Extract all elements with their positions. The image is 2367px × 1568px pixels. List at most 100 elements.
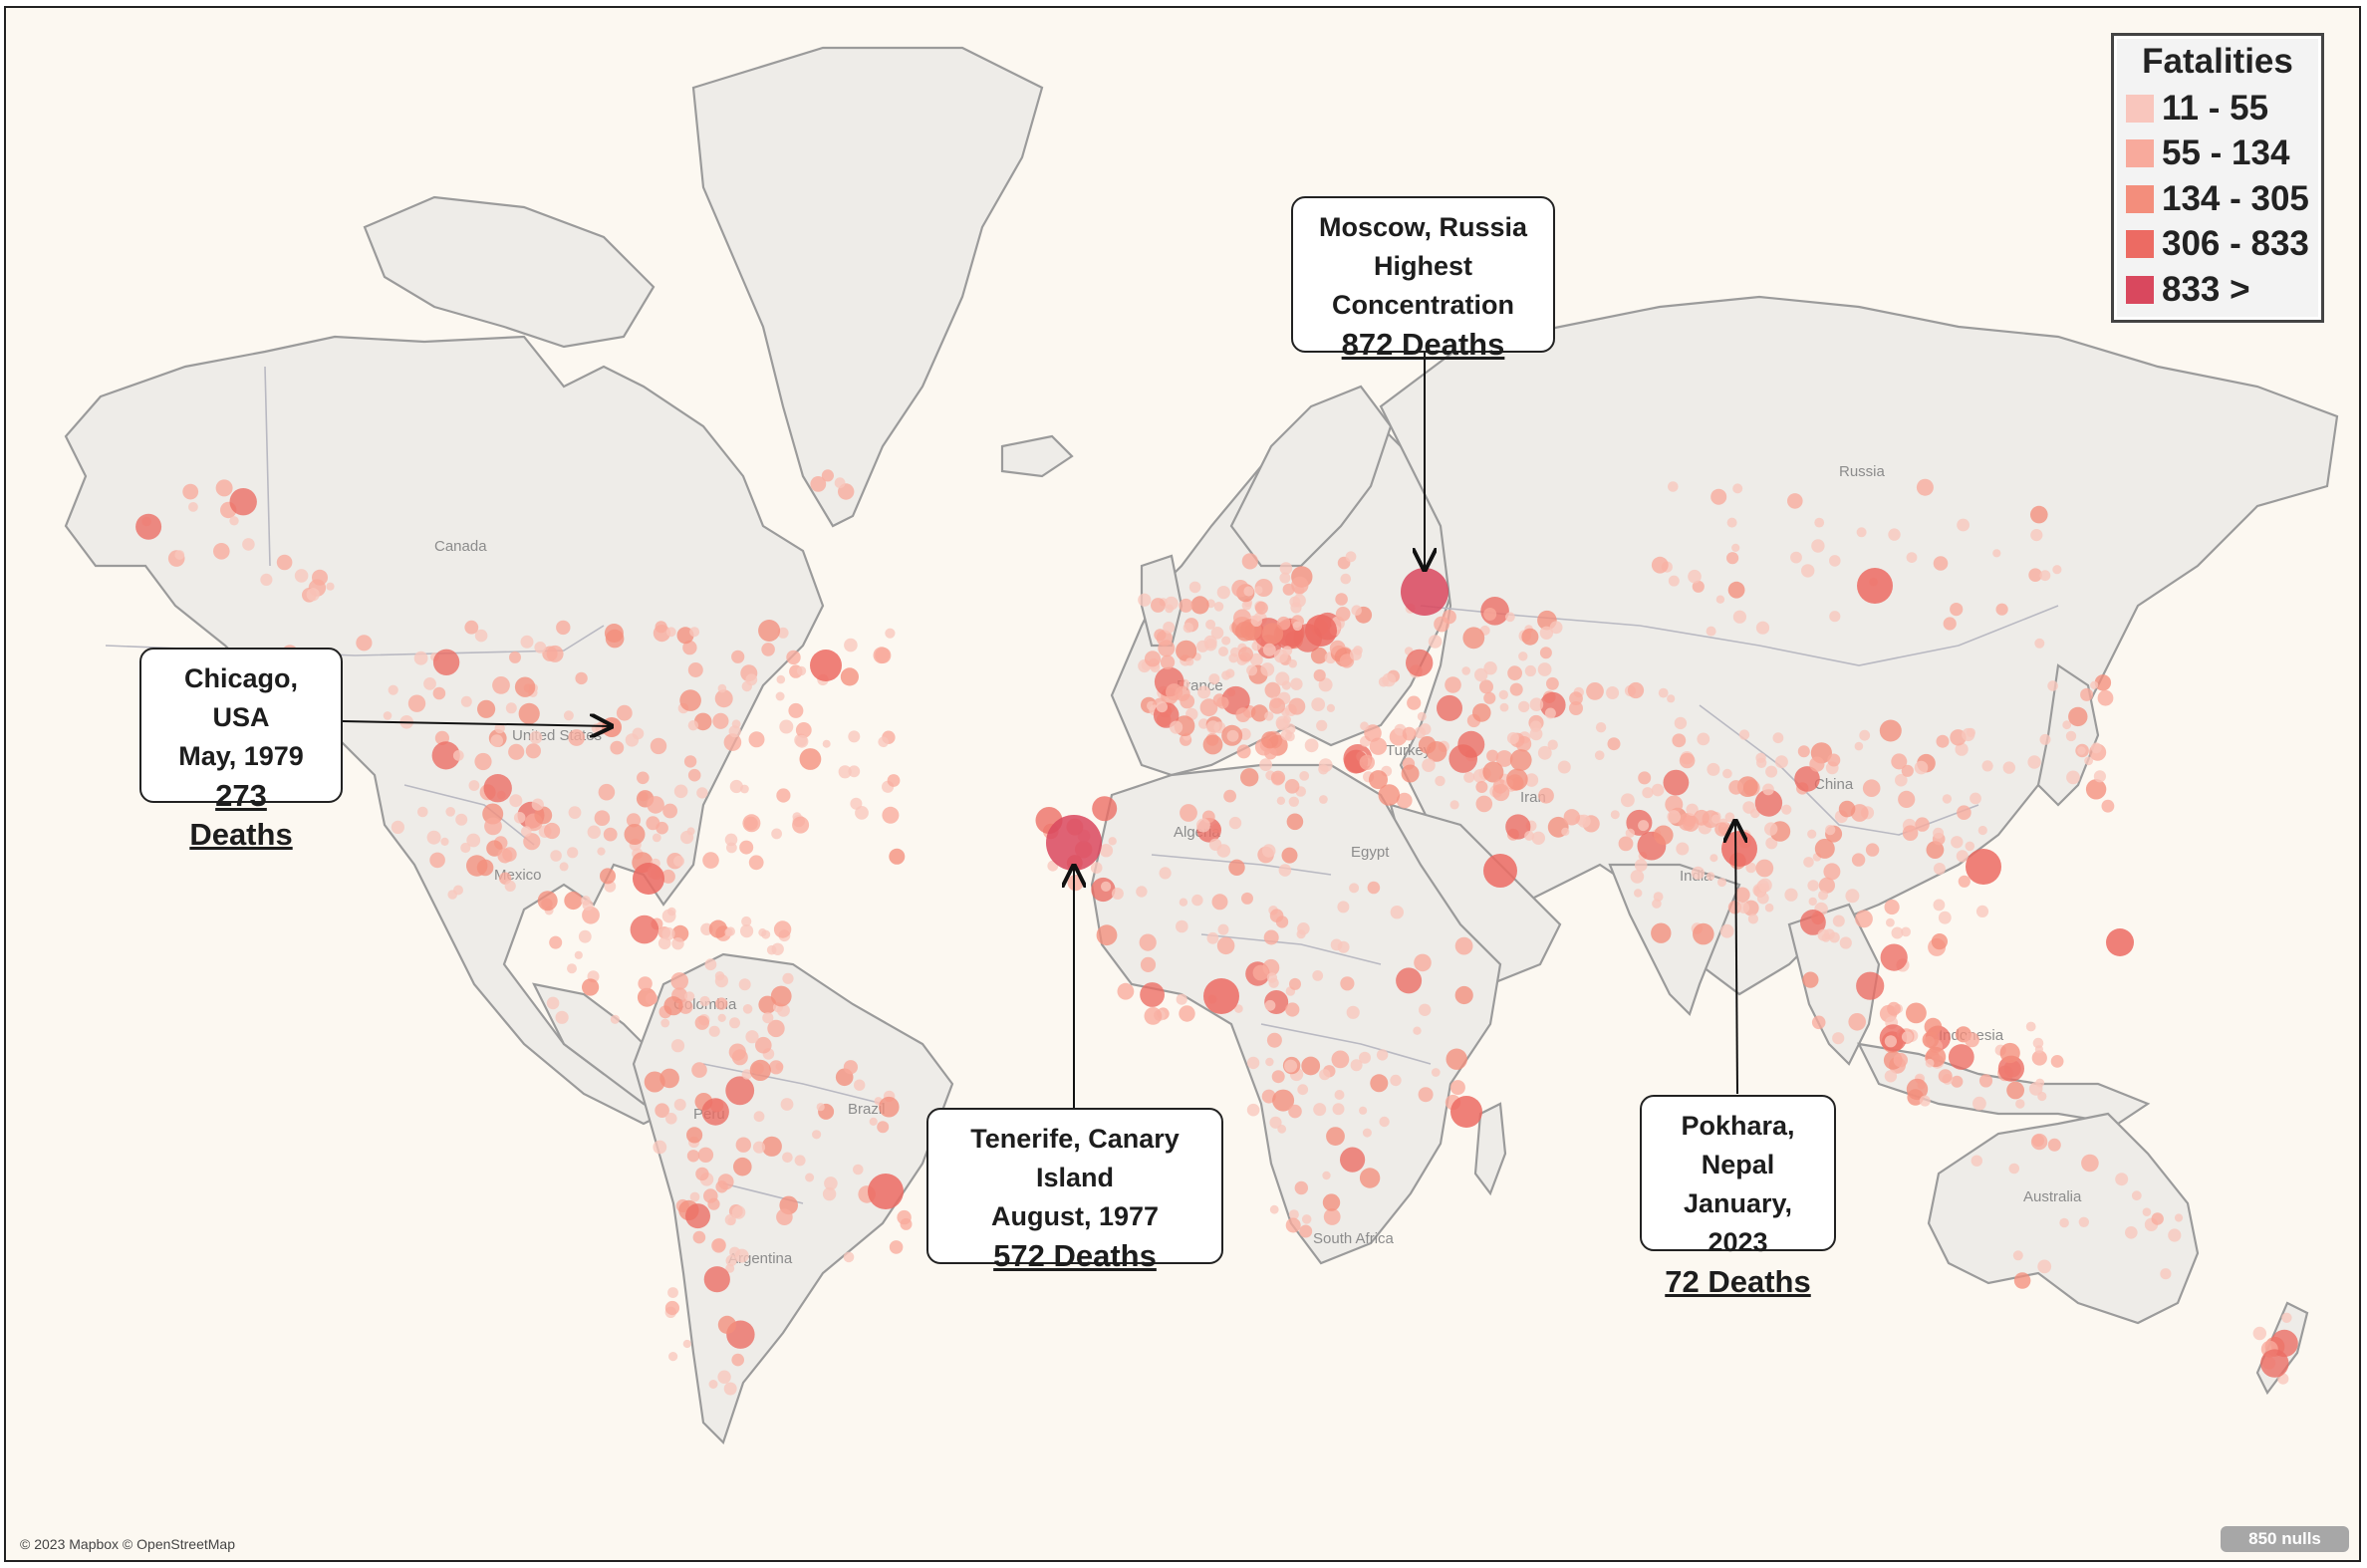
incident-dot[interactable] xyxy=(1136,886,1148,898)
incident-dot[interactable] xyxy=(1745,862,1756,874)
incident-dot[interactable] xyxy=(1965,841,1975,852)
incident-dot[interactable] xyxy=(723,733,742,751)
incident-dot[interactable] xyxy=(1538,787,1554,804)
incident-dot[interactable] xyxy=(775,691,785,701)
incident-dot[interactable] xyxy=(1781,804,1792,815)
incident-dot[interactable] xyxy=(1676,842,1690,856)
incident-dot[interactable] xyxy=(1679,752,1696,769)
incident-dot[interactable] xyxy=(1096,924,1118,946)
incident-dot[interactable] xyxy=(1334,1090,1345,1100)
incident-dot[interactable] xyxy=(1524,831,1535,841)
incident-dot[interactable] xyxy=(1557,760,1571,774)
incident-dot[interactable] xyxy=(1260,662,1275,676)
incident-dot[interactable] xyxy=(1848,1013,1866,1031)
incident-dot[interactable] xyxy=(637,771,650,785)
incident-dot[interactable] xyxy=(1594,750,1605,760)
incident-dot[interactable] xyxy=(1322,1193,1341,1211)
incident-dot[interactable] xyxy=(1665,795,1684,814)
incident-dot[interactable] xyxy=(466,833,481,848)
incident-dot[interactable] xyxy=(1891,926,1904,939)
incident-dot[interactable] xyxy=(1216,936,1235,955)
incident-dot[interactable] xyxy=(1483,691,1496,704)
incident-dot[interactable] xyxy=(1586,682,1604,700)
incident-dot[interactable] xyxy=(1313,1103,1327,1117)
incident-dot[interactable] xyxy=(2030,505,2048,524)
incident-dot[interactable] xyxy=(708,919,728,938)
incident-dot[interactable] xyxy=(1454,936,1473,955)
incident-dot[interactable] xyxy=(769,1060,784,1075)
incident-dot[interactable] xyxy=(1521,628,1539,646)
incident-dot[interactable] xyxy=(694,1015,709,1030)
incident-dot[interactable] xyxy=(1539,647,1552,659)
incident-dot[interactable] xyxy=(652,833,661,843)
incident-dot[interactable] xyxy=(1950,603,1964,617)
incident-dot[interactable] xyxy=(1642,787,1654,799)
incident-dot[interactable] xyxy=(1964,1032,1979,1048)
incident-dot[interactable] xyxy=(1296,929,1306,939)
incident-dot[interactable] xyxy=(1277,1124,1287,1134)
incident-dot[interactable] xyxy=(2252,1326,2266,1341)
incident-dot[interactable] xyxy=(294,569,309,583)
world-map[interactable]: Canada United States Mexico Colombia Per… xyxy=(6,8,2359,1560)
incident-dot[interactable] xyxy=(1755,621,1770,635)
incident-dot[interactable] xyxy=(840,667,860,686)
incident-dot[interactable] xyxy=(1318,677,1333,692)
incident-dot[interactable] xyxy=(1191,894,1203,907)
incident-dot[interactable] xyxy=(1379,1116,1390,1128)
incident-dot[interactable] xyxy=(452,750,464,761)
incident-dot[interactable] xyxy=(664,1300,680,1316)
incident-dot[interactable] xyxy=(594,810,611,826)
incident-dot[interactable] xyxy=(1206,931,1219,944)
incident-dot[interactable] xyxy=(1728,780,1743,795)
incident-dot[interactable] xyxy=(1726,517,1737,528)
incident-dot[interactable] xyxy=(1183,622,1194,634)
incident-dot[interactable] xyxy=(843,1060,859,1075)
incident-dot[interactable] xyxy=(1529,720,1542,732)
incident-dot[interactable] xyxy=(738,978,751,991)
incident-dot[interactable] xyxy=(1299,1224,1313,1238)
incident-dot[interactable] xyxy=(1880,943,1908,971)
incident-dot[interactable] xyxy=(2031,1134,2044,1147)
incident-dot[interactable] xyxy=(853,1164,864,1176)
incident-dot[interactable] xyxy=(1933,556,1949,571)
incident-dot[interactable] xyxy=(723,1382,737,1396)
incident-dot[interactable] xyxy=(484,817,502,836)
incident-dot[interactable] xyxy=(1811,1015,1826,1030)
incident-dot[interactable] xyxy=(673,855,684,867)
incident-dot[interactable] xyxy=(213,543,230,560)
incident-dot[interactable] xyxy=(1992,549,2001,558)
incident-dot[interactable] xyxy=(2081,1154,2099,1173)
incident-dot[interactable] xyxy=(549,935,563,949)
incident-dot[interactable] xyxy=(1434,616,1449,633)
incident-dot[interactable] xyxy=(1445,676,1461,693)
incident-dot[interactable] xyxy=(1463,771,1475,783)
incident-dot[interactable] xyxy=(1304,738,1319,753)
incident-dot[interactable] xyxy=(518,702,540,725)
incident-dot[interactable] xyxy=(603,827,618,842)
incident-dot[interactable] xyxy=(1807,829,1817,839)
incident-dot[interactable] xyxy=(326,582,335,591)
incident-dot[interactable] xyxy=(1288,1104,1302,1119)
incident-dot[interactable] xyxy=(1958,875,1971,888)
incident-dot[interactable] xyxy=(1922,1031,1940,1048)
incident-dot[interactable] xyxy=(1772,732,1784,744)
incident-dot[interactable] xyxy=(413,651,428,665)
incident-dot[interactable] xyxy=(1774,755,1788,769)
incident-dot[interactable] xyxy=(1319,795,1328,804)
incident-dot[interactable] xyxy=(2160,1268,2172,1280)
incident-dot[interactable] xyxy=(748,855,764,871)
incident-dot[interactable] xyxy=(1326,1127,1345,1146)
incident-dot[interactable] xyxy=(752,1141,766,1154)
incident-dot[interactable] xyxy=(1335,593,1348,606)
incident-dot[interactable] xyxy=(1891,753,1908,770)
incident-dot[interactable] xyxy=(1402,726,1417,741)
incident-dot[interactable] xyxy=(1289,977,1301,990)
incident-dot[interactable] xyxy=(1737,902,1750,914)
incident-dot[interactable] xyxy=(1319,1069,1331,1081)
incident-dot[interactable] xyxy=(1577,814,1591,828)
incident-dot[interactable] xyxy=(770,985,792,1007)
incident-dot[interactable] xyxy=(1856,971,1885,1000)
incident-dot[interactable] xyxy=(1454,985,1473,1005)
incident-dot[interactable] xyxy=(182,483,199,500)
incident-dot[interactable] xyxy=(687,768,701,782)
